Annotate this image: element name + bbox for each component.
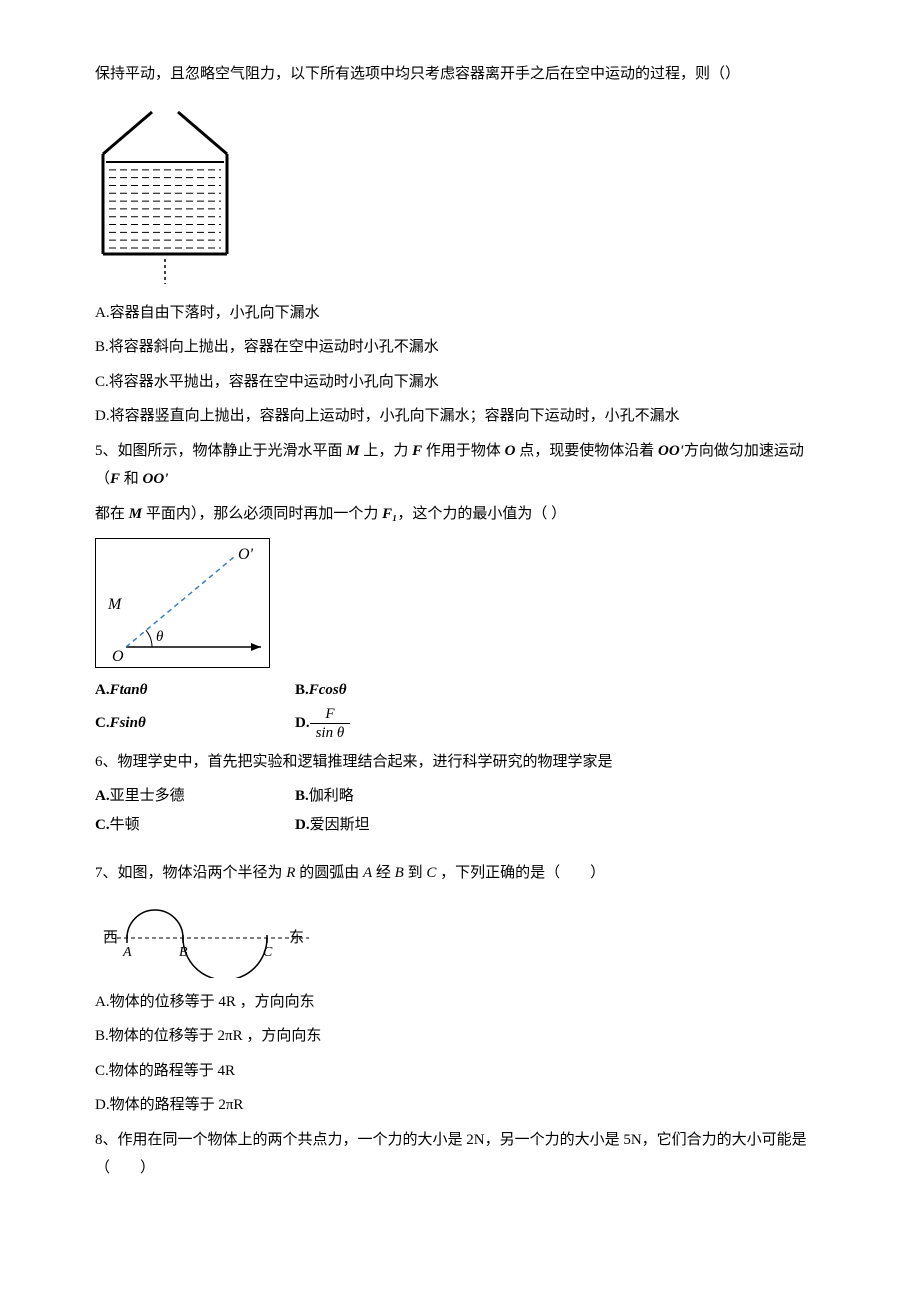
q4-container-diagram <box>100 104 230 284</box>
q5-stem-line2: 都在 M 平面内），那么必须同时再加一个力 F₁，这个力的最小值为（ ） <box>95 500 825 529</box>
q5-d-num: F <box>310 705 351 724</box>
q7-t2: 的圆弧由 <box>295 865 363 881</box>
q5-a-label: A. <box>95 682 110 698</box>
q5-option-a-text: Ftanθ <box>110 682 148 698</box>
svg-text:东: 东 <box>289 929 304 946</box>
q5-d-label: D. <box>295 714 310 730</box>
q7-sym-a: A <box>363 865 372 881</box>
q5-t2: 上，力 <box>360 443 413 459</box>
svg-text:θ: θ <box>156 629 164 645</box>
q4-option-a: A.容器自由下落时，小孔向下漏水 <box>95 299 825 328</box>
svg-text:C: C <box>263 945 273 960</box>
q7-t4: 到 <box>404 865 427 881</box>
q6-option-c: C.牛顿 <box>95 811 295 840</box>
q6-options-row1: A.亚里士多德 B.伽利略 <box>95 782 825 811</box>
q7-a-text: A.物体的位移等于 4R ，方向向东 <box>95 994 315 1010</box>
q5-b-label: B. <box>295 682 309 698</box>
q5-sym-m-2: M <box>129 506 142 522</box>
q5-option-b-text: Fcosθ <box>309 682 347 698</box>
q6-c-text: 牛顿 <box>110 817 140 833</box>
q7-t5: ，下列正确的是（ ） <box>436 865 605 881</box>
q6-a-text: 亚里士多德 <box>110 788 185 804</box>
q7-option-c: C.物体的路程等于 4R <box>95 1057 825 1086</box>
q7-b-text: B.物体的位移等于 2πR ，方向向东 <box>95 1028 321 1044</box>
q6-option-b: B.伽利略 <box>295 782 495 811</box>
q4-stem-continuation: 保持平动，且忽略空气阻力，以下所有选项中均只考虑容器离开手之后在空中运动的过程，… <box>95 60 825 89</box>
q5-sym-f-1: F <box>412 443 422 459</box>
q6-option-a: A.亚里士多德 <box>95 782 295 811</box>
q5-c-label: C. <box>95 715 110 731</box>
q5-force-svg: M O O' θ <box>96 539 271 669</box>
q5-t1: 5、如图所示，物体静止于光滑水平面 <box>95 443 346 459</box>
q5-t9: ，这个力的最小值为（ ） <box>397 506 566 522</box>
q5-sym-f-2: F <box>110 471 120 487</box>
q5-option-b: B.Fcosθ <box>295 676 495 705</box>
q4-container-svg <box>100 104 230 284</box>
q7-option-b: B.物体的位移等于 2πR ，方向向东 <box>95 1022 825 1051</box>
q7-t3: 经 <box>372 865 395 881</box>
q7-option-a: A.物体的位移等于 4R ，方向向东 <box>95 988 825 1017</box>
svg-text:B: B <box>179 945 188 960</box>
q7-stem: 7、如图，物体沿两个半径为 R 的圆弧由 A 经 B 到 C ，下列正确的是（ … <box>95 859 825 888</box>
svg-text:M: M <box>107 596 123 613</box>
q5-stem-line1: 5、如图所示，物体静止于光滑水平面 M 上，力 F 作用于物体 O 点，现要使物… <box>95 437 825 494</box>
svg-text:O: O <box>112 648 124 665</box>
q5-options-row1: A.Ftanθ B.Fcosθ <box>95 676 825 705</box>
q7-circles-diagram: 西东ABC <box>95 898 345 978</box>
q5-option-a: A.Ftanθ <box>95 676 295 705</box>
q6-a-label: A. <box>95 788 110 804</box>
q4-option-c: C.将容器水平抛出，容器在空中运动时小孔向下漏水 <box>95 368 825 397</box>
q8-stem: 8、作用在同一个物体上的两个共点力，一个力的大小是 2N，另一个力的大小是 5N… <box>95 1126 825 1183</box>
q5-force-diagram: M O O' θ <box>95 538 270 668</box>
q7-sym-b: B <box>395 865 404 881</box>
svg-text:O': O' <box>238 546 254 563</box>
q5-sym-f1: F₁ <box>382 506 397 522</box>
q5-t7: 都在 <box>95 506 129 522</box>
q7-sym-c: C <box>426 865 436 881</box>
q6-b-text: 伽利略 <box>309 788 354 804</box>
q7-option-d: D.物体的路程等于 2πR <box>95 1091 825 1120</box>
q6-d-label: D. <box>295 817 310 833</box>
q5-d-fraction: Fsin θ <box>310 705 351 742</box>
q5-t3: 作用于物体 <box>422 443 505 459</box>
q5-t4: 点，现要使物体沿着 <box>516 443 659 459</box>
q5-sym-o: O <box>505 443 516 459</box>
q5-options-row2: C.Fsinθ D.Fsin θ <box>95 705 825 742</box>
q7-circles-svg: 西东ABC <box>95 898 345 978</box>
q6-options-row2: C.牛顿 D.爱因斯坦 <box>95 811 825 840</box>
q6-option-d: D.爱因斯坦 <box>295 811 495 840</box>
q6-d-text: 爱因斯坦 <box>310 817 370 833</box>
q7-d-text: D.物体的路程等于 2πR <box>95 1097 243 1113</box>
q5-option-c-text: Fsinθ <box>110 715 146 731</box>
q5-sym-oop-1: OO' <box>658 443 684 459</box>
q5-t6: 和 <box>120 471 143 487</box>
svg-text:西: 西 <box>103 930 118 946</box>
q4-option-d: D.将容器竖直向上抛出，容器向上运动时，小孔向下漏水；容器向下运动时，小孔不漏水 <box>95 402 825 431</box>
q7-c-text: C.物体的路程等于 4R <box>95 1063 235 1079</box>
q7-t1: 7、如图，物体沿两个半径为 <box>95 865 286 881</box>
q6-c-label: C. <box>95 817 110 833</box>
q5-t8: 平面内），那么必须同时再加一个力 <box>142 506 382 522</box>
q5-d-den: sin θ <box>310 724 351 742</box>
q6-stem: 6、物理学史中，首先把实验和逻辑推理结合起来，进行科学研究的物理学家是 <box>95 748 825 777</box>
q5-sym-oop-2: OO' <box>143 471 169 487</box>
q5-sym-m-1: M <box>346 443 359 459</box>
q5-option-c: C.Fsinθ <box>95 709 295 738</box>
q5-option-d: D.Fsin θ <box>295 705 495 742</box>
svg-text:A: A <box>122 945 132 960</box>
q6-b-label: B. <box>295 788 309 804</box>
q4-option-b: B.将容器斜向上抛出，容器在空中运动时小孔不漏水 <box>95 333 825 362</box>
